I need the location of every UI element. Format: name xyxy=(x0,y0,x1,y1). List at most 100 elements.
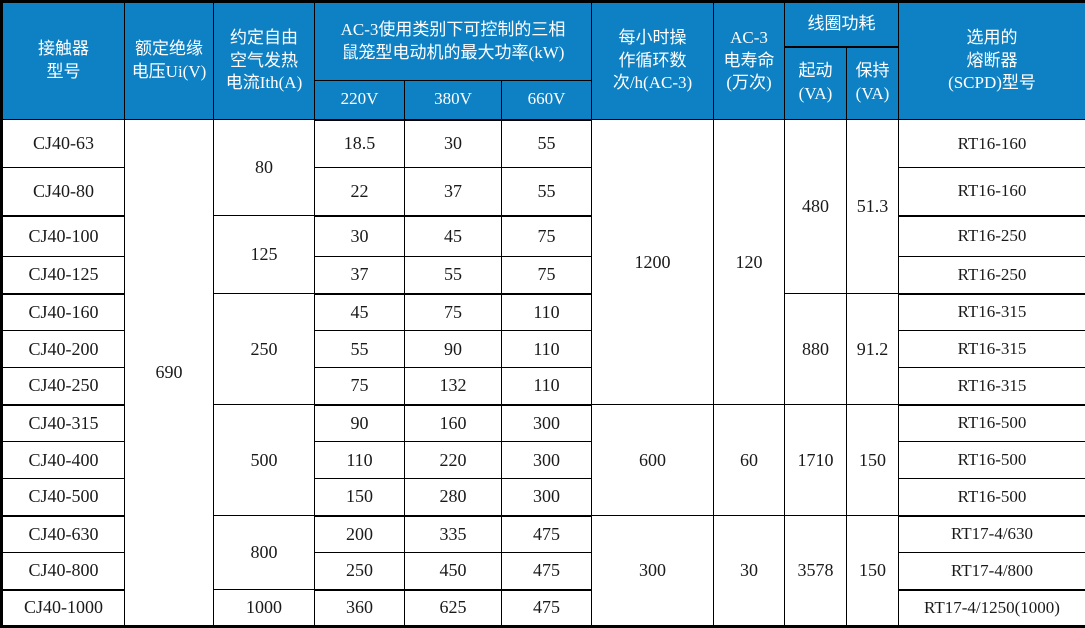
cell-220v: 250 xyxy=(315,553,405,590)
cell-220v: 75 xyxy=(315,368,405,405)
cell-fuse: RT16-500 xyxy=(899,405,1085,442)
cell-coil-hold: 150 xyxy=(847,405,899,516)
cell-model: CJ40-800 xyxy=(2,553,125,590)
cell-220v: 55 xyxy=(315,331,405,368)
cell-380v: 90 xyxy=(405,331,502,368)
header-voltage: 额定绝缘 电压Ui(V) xyxy=(125,2,214,120)
cell-fuse: RT17-4/800 xyxy=(899,553,1085,590)
cell-660v: 75 xyxy=(502,216,592,257)
cell-660v: 475 xyxy=(502,553,592,590)
cell-model: CJ40-200 xyxy=(2,331,125,368)
header-power-group: AC-3使用类别下可控制的三相 鼠笼型电动机的最大功率(kW) xyxy=(315,2,592,81)
cell-fuse: RT16-250 xyxy=(899,257,1085,294)
cell-fuse: RT16-160 xyxy=(899,168,1085,216)
cell-380v: 132 xyxy=(405,368,502,405)
cell-fuse: RT16-315 xyxy=(899,368,1085,405)
header-electrical-life: AC-3 电寿命 (万次) xyxy=(714,2,785,120)
cell-model: CJ40-315 xyxy=(2,405,125,442)
cell-model: CJ40-250 xyxy=(2,368,125,405)
cell-660v: 300 xyxy=(502,442,592,479)
cell-220v: 18.5 xyxy=(315,120,405,168)
table-header: 接触器 型号 额定绝缘 电压Ui(V) 约定自由 空气发热 电流Ith(A) A… xyxy=(2,2,1085,120)
header-coil-start: 起动 (VA) xyxy=(785,47,847,120)
cell-model: CJ40-80 xyxy=(2,168,125,216)
cell-ith: 80 xyxy=(214,120,315,216)
cell-380v: 37 xyxy=(405,168,502,216)
cell-220v: 90 xyxy=(315,405,405,442)
cell-220v: 37 xyxy=(315,257,405,294)
cell-380v: 280 xyxy=(405,479,502,516)
cell-220v: 30 xyxy=(315,216,405,257)
cell-ith: 1000 xyxy=(214,590,315,627)
cell-660v: 55 xyxy=(502,168,592,216)
cell-660v: 300 xyxy=(502,479,592,516)
cell-life: 30 xyxy=(714,516,785,627)
cell-fuse: RT16-315 xyxy=(899,294,1085,331)
cell-ith: 800 xyxy=(214,516,315,590)
header-coil-hold: 保持 (VA) xyxy=(847,47,899,120)
cell-220v: 200 xyxy=(315,516,405,553)
table-row: CJ40-63 690 80 18.5 30 55 1200 120 480 5… xyxy=(2,120,1085,168)
cell-380v: 55 xyxy=(405,257,502,294)
cell-model: CJ40-100 xyxy=(2,216,125,257)
cell-660v: 75 xyxy=(502,257,592,294)
header-660v: 660V xyxy=(502,81,592,120)
cell-380v: 625 xyxy=(405,590,502,627)
cell-660v: 300 xyxy=(502,405,592,442)
header-coil-group: 线圈功耗 xyxy=(785,2,899,47)
cell-220v: 150 xyxy=(315,479,405,516)
cell-660v: 475 xyxy=(502,590,592,627)
cell-fuse: RT17-4/1250(1000) xyxy=(899,590,1085,627)
cell-life: 60 xyxy=(714,405,785,516)
cell-660v: 475 xyxy=(502,516,592,553)
cell-coil-start: 880 xyxy=(785,294,847,405)
cell-380v: 450 xyxy=(405,553,502,590)
cell-cycles: 300 xyxy=(592,516,714,627)
cell-ith: 500 xyxy=(214,405,315,516)
cell-voltage: 690 xyxy=(125,120,214,627)
cell-fuse: RT16-160 xyxy=(899,120,1085,168)
cell-220v: 22 xyxy=(315,168,405,216)
cell-ith: 125 xyxy=(214,216,315,294)
cell-coil-hold: 51.3 xyxy=(847,120,899,294)
header-220v: 220V xyxy=(315,81,405,120)
header-380v: 380V xyxy=(405,81,502,120)
cell-model: CJ40-400 xyxy=(2,442,125,479)
cell-model: CJ40-630 xyxy=(2,516,125,553)
header-model: 接触器 型号 xyxy=(2,2,125,120)
cell-fuse: RT16-250 xyxy=(899,216,1085,257)
cell-660v: 55 xyxy=(502,120,592,168)
cell-380v: 335 xyxy=(405,516,502,553)
cell-220v: 360 xyxy=(315,590,405,627)
header-cycles: 每小时操 作循环数 次/h(AC-3) xyxy=(592,2,714,120)
cell-ith: 250 xyxy=(214,294,315,405)
cell-380v: 160 xyxy=(405,405,502,442)
cell-220v: 45 xyxy=(315,294,405,331)
cell-fuse: RT16-500 xyxy=(899,479,1085,516)
cell-660v: 110 xyxy=(502,331,592,368)
cell-cycles: 600 xyxy=(592,405,714,516)
cell-cycles: 1200 xyxy=(592,120,714,405)
cell-fuse: RT17-4/630 xyxy=(899,516,1085,553)
cell-fuse: RT16-500 xyxy=(899,442,1085,479)
cell-660v: 110 xyxy=(502,368,592,405)
cell-fuse: RT16-315 xyxy=(899,331,1085,368)
cell-model: CJ40-1000 xyxy=(2,590,125,627)
cell-220v: 110 xyxy=(315,442,405,479)
cell-coil-start: 1710 xyxy=(785,405,847,516)
cell-coil-hold: 150 xyxy=(847,516,899,627)
cell-model: CJ40-500 xyxy=(2,479,125,516)
cell-380v: 220 xyxy=(405,442,502,479)
header-thermal-current: 约定自由 空气发热 电流Ith(A) xyxy=(214,2,315,120)
cell-380v: 45 xyxy=(405,216,502,257)
cell-coil-hold: 91.2 xyxy=(847,294,899,405)
cell-coil-start: 3578 xyxy=(785,516,847,627)
cell-life: 120 xyxy=(714,120,785,405)
table-body: CJ40-63 690 80 18.5 30 55 1200 120 480 5… xyxy=(2,120,1085,627)
cell-model: CJ40-160 xyxy=(2,294,125,331)
cell-model: CJ40-125 xyxy=(2,257,125,294)
cell-model: CJ40-63 xyxy=(2,120,125,168)
cell-660v: 110 xyxy=(502,294,592,331)
